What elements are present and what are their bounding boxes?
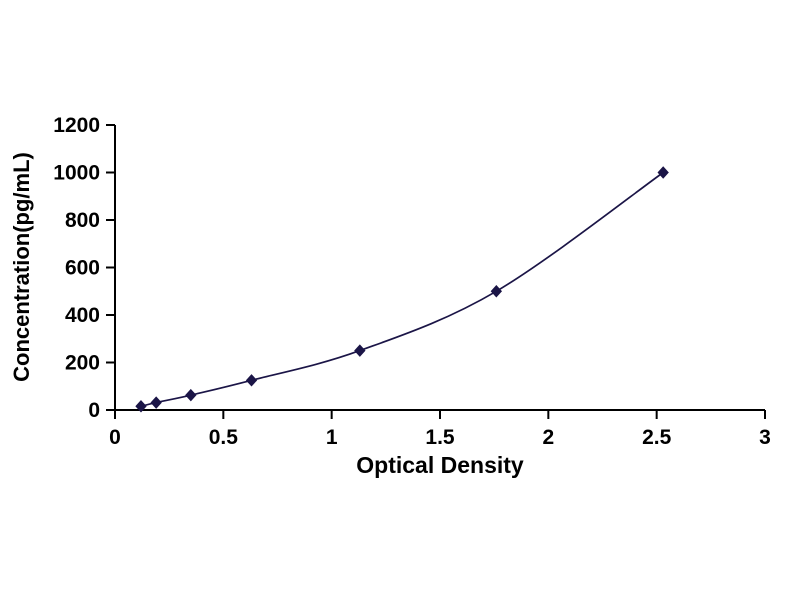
y-tick-label: 200 [65, 352, 100, 375]
x-tick-label: 2 [542, 426, 554, 449]
x-tick-label: 3 [759, 426, 771, 449]
y-tick-label: 0 [88, 399, 100, 422]
y-tick-label: 800 [65, 209, 100, 232]
data-point-marker [490, 285, 503, 298]
x-tick-label: 1.5 [425, 426, 455, 449]
y-tick-label: 1000 [53, 162, 100, 185]
x-tick-label: 2.5 [642, 426, 672, 449]
y-axis-label: Concentration(pg/mL) [9, 152, 34, 382]
x-axis-label: Optical Density [356, 452, 524, 478]
y-tick-label: 400 [65, 304, 100, 327]
data-point-marker [245, 374, 258, 387]
x-tick-label: 1 [326, 426, 338, 449]
data-point-marker [354, 344, 366, 357]
x-tick-label: 0.5 [209, 426, 239, 449]
y-tick-label: 1200 [53, 114, 100, 137]
x-tick-label: 0 [109, 426, 121, 449]
data-point-marker [657, 166, 669, 179]
data-point-marker [185, 388, 197, 402]
data-point-marker [150, 396, 162, 409]
y-tick-label: 600 [65, 257, 100, 280]
standard-curve-line [140, 171, 664, 408]
data-point-marker [135, 400, 147, 413]
